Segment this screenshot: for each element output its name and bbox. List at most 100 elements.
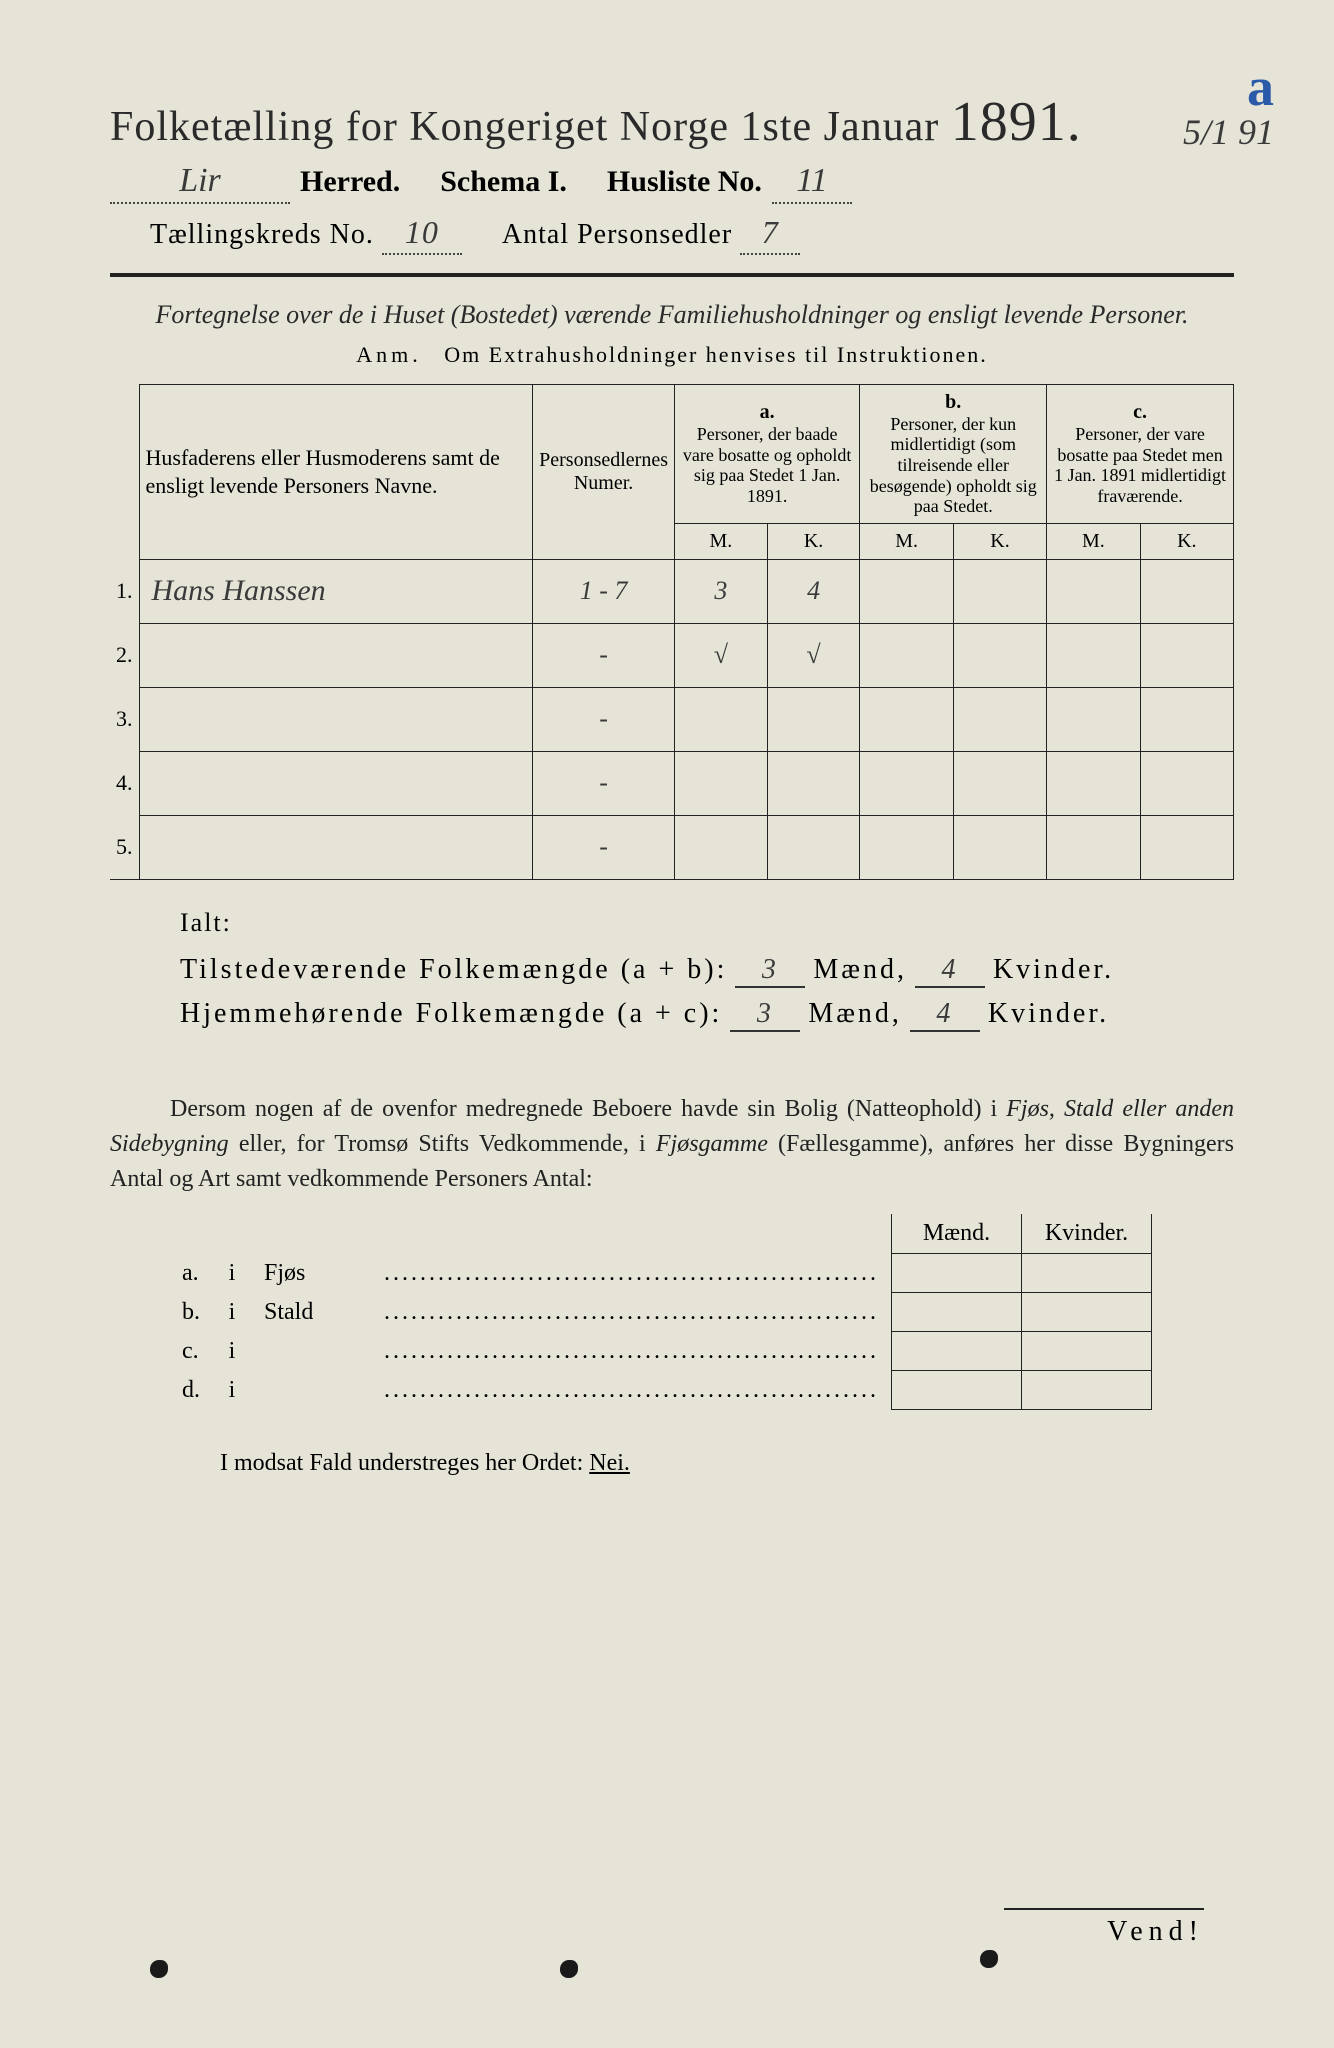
cell-cM <box>1047 687 1141 751</box>
cell-bM <box>860 559 954 623</box>
cell-num: - <box>533 687 675 751</box>
cell-aK: 4 <box>767 559 860 623</box>
mk-i: i <box>212 1332 252 1371</box>
paragraph: Dersom nogen af de ovenfor medregnede Be… <box>110 1092 1234 1196</box>
th-c: c. Personer, der vare bosatte paa Stedet… <box>1047 384 1234 523</box>
nei-word: Nei. <box>589 1450 630 1476</box>
th-a-m: M. <box>674 523 767 559</box>
kreds-value: 10 <box>382 214 462 255</box>
resident-label: Hjemmehørende Folkemængde (a + c): <box>180 998 722 1030</box>
cell-aM <box>674 751 767 815</box>
mk-k <box>1022 1332 1152 1371</box>
antal-label: Antal Personsedler <box>502 219 732 251</box>
resident-k: 4 <box>910 998 980 1032</box>
mk-m <box>892 1371 1022 1410</box>
mk-k <box>1022 1254 1152 1293</box>
mk-maend: Mænd. <box>892 1214 1022 1254</box>
row-number: 2. <box>110 623 139 687</box>
mk-word: Stald <box>252 1293 372 1332</box>
census-thead: Husfaderens eller Husmoderens samt de en… <box>110 384 1234 559</box>
cell-bK <box>953 687 1046 751</box>
mk-dots: ........................................… <box>372 1371 892 1410</box>
census-form-page: a 5/1 91 Folketælling for Kongeriget Nor… <box>0 0 1334 2048</box>
cell-aK <box>767 751 860 815</box>
header-row-2: Lir Herred. Schema I. Husliste No. 11 <box>110 162 1234 204</box>
mk-label: b. <box>170 1293 212 1332</box>
para-t1: Dersom nogen af de ovenfor medregnede Be… <box>170 1096 1006 1122</box>
mk-row: c.i.....................................… <box>170 1332 1152 1371</box>
mk-table: Mænd. Kvinder. a.iFjøs..................… <box>170 1214 1234 1410</box>
mk-label: a. <box>170 1254 212 1293</box>
subtitle: Fortegnelse over de i Huset (Bostedet) v… <box>110 299 1234 332</box>
table-row: 5. - <box>110 815 1234 879</box>
cell-name <box>139 815 533 879</box>
cell-cK <box>1140 815 1233 879</box>
row-number: 3. <box>110 687 139 751</box>
present-m: 3 <box>735 954 805 988</box>
cell-name <box>139 623 533 687</box>
cell-aK: √ <box>767 623 860 687</box>
schema-label: Schema I. <box>440 165 567 199</box>
th-a-label: a. <box>681 401 853 424</box>
rule-1 <box>110 273 1234 277</box>
cell-aK <box>767 815 860 879</box>
para-t2: eller, for Tromsø Stifts Vedkommende, i <box>229 1131 656 1157</box>
husliste-value: 11 <box>772 162 852 204</box>
antal-value: 7 <box>740 214 800 255</box>
mk-m <box>892 1332 1022 1371</box>
row-number: 4. <box>110 751 139 815</box>
mk-m <box>892 1254 1022 1293</box>
cell-num: - <box>533 751 675 815</box>
th-c-m: M. <box>1047 523 1141 559</box>
th-b-label: b. <box>866 391 1040 414</box>
mk-row: b.iStald................................… <box>170 1293 1152 1332</box>
kvinder-2: Kvinder. <box>988 998 1109 1030</box>
ialt-label: Ialt: <box>180 908 1234 938</box>
ink-blotch <box>150 1960 168 1978</box>
cell-cM <box>1047 815 1141 879</box>
row-number: 1. <box>110 559 139 623</box>
mk-label: c. <box>170 1332 212 1371</box>
nei-text: I modsat Fald understreges her Ordet: <box>220 1450 589 1476</box>
mk-kvinder: Kvinder. <box>1022 1214 1152 1254</box>
anm-line: Anm. Om Extrahusholdninger henvises til … <box>110 342 1234 368</box>
para-i2: Fjøsgamme <box>656 1131 768 1157</box>
row-number: 5. <box>110 815 139 879</box>
mk-label: d. <box>170 1371 212 1410</box>
table-row: 2.-√√ <box>110 623 1234 687</box>
cell-bM <box>860 623 954 687</box>
cell-bK <box>953 623 1046 687</box>
table-row: 4. - <box>110 751 1234 815</box>
mk-row: d.i.....................................… <box>170 1371 1152 1410</box>
nei-line: I modsat Fald understreges her Ordet: Ne… <box>220 1450 1234 1477</box>
rule-under-table <box>110 879 1234 880</box>
herred-label: Herred. <box>300 165 400 199</box>
anm-label: Anm. <box>356 342 422 367</box>
th-b-text: Personer, der kun midlertidigt (som tilr… <box>866 414 1040 517</box>
top-right-annotation: a 5/1 91 <box>1183 60 1274 150</box>
cell-bK <box>953 751 1046 815</box>
cell-cM <box>1047 751 1141 815</box>
mk-dots: ........................................… <box>372 1293 892 1332</box>
mk-word <box>252 1371 372 1410</box>
cell-cK <box>1140 559 1233 623</box>
kreds-label: Tællingskreds No. <box>150 219 374 251</box>
annotation-a: a <box>1183 60 1274 114</box>
mk-dots: ........................................… <box>372 1254 892 1293</box>
present-k: 4 <box>915 954 985 988</box>
cell-cM <box>1047 623 1141 687</box>
husliste-label: Husliste No. <box>607 165 762 199</box>
cell-num: - <box>533 815 675 879</box>
th-name-text: Husfaderens eller Husmoderens samt de en… <box>146 445 500 498</box>
totals-block: Ialt: Tilstedeværende Folkemængde (a + b… <box>180 908 1234 1032</box>
maend-2: Mænd, <box>808 998 902 1030</box>
cell-bM <box>860 751 954 815</box>
census-tbody: 1.Hans Hanssen1 - 7342.-√√3.-4.-5.- <box>110 559 1234 879</box>
cell-cM <box>1047 559 1141 623</box>
anm-text: Om Extrahusholdninger henvises til Instr… <box>444 342 987 367</box>
cell-bM <box>860 687 954 751</box>
cell-cK <box>1140 687 1233 751</box>
resident-m: 3 <box>730 998 800 1032</box>
cell-bM <box>860 815 954 879</box>
th-num: Personsedlernes Numer. <box>533 384 675 559</box>
